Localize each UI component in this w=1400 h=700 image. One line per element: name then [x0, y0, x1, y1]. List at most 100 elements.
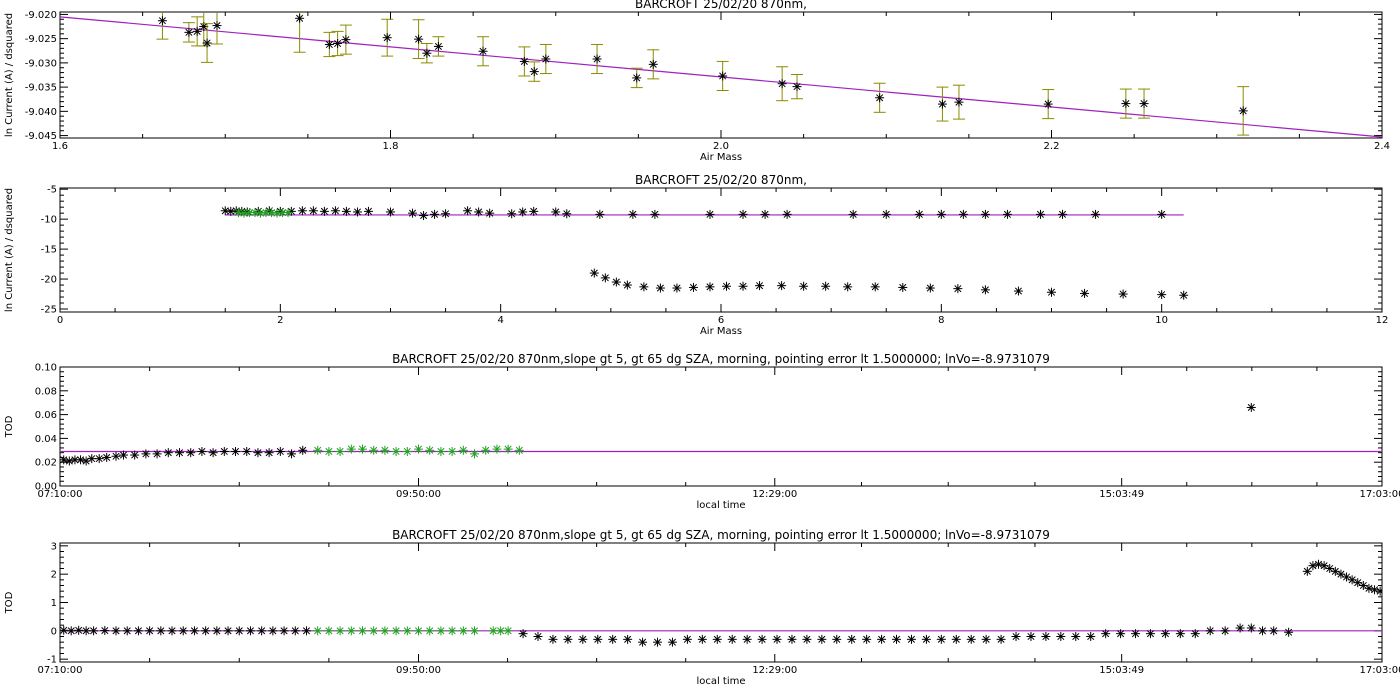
data-point [782, 209, 792, 219]
data-point [518, 629, 528, 639]
data-point [474, 207, 484, 217]
x-tick-label: 2 [277, 315, 283, 326]
data-point [419, 211, 429, 221]
x-tick-label: 15:03:49 [1099, 665, 1144, 676]
x-tick-label: 10 [1155, 315, 1168, 326]
data-point [152, 449, 162, 459]
data-point [655, 283, 665, 293]
data-point [966, 634, 976, 644]
data-point [1342, 572, 1352, 582]
data-point [937, 99, 947, 109]
plot-panel-airmass-full: BARCROFT 25/02/20 870nm, 0 2 4 6 8 10 12 -25 -20 -… [4, 173, 1388, 337]
data-point [877, 634, 887, 644]
y-tick-label: -9.040 [25, 107, 57, 118]
data-point [264, 448, 274, 458]
selected-data-point [458, 445, 468, 455]
data-point [298, 445, 308, 455]
data-point [441, 209, 451, 219]
selected-data-point [436, 626, 446, 636]
data-point [60, 625, 69, 635]
data-point [578, 634, 588, 644]
data-point [308, 206, 318, 216]
data-point [178, 626, 188, 636]
y-axis-label: TOD [4, 591, 15, 614]
data-point [870, 282, 880, 292]
data-point [589, 268, 599, 278]
y-tick-label: -5 [47, 185, 57, 196]
x-tick-label: 4 [497, 315, 503, 326]
data-point [1314, 559, 1324, 569]
data-point [1080, 288, 1090, 298]
data-point [1101, 629, 1111, 639]
data-point [202, 38, 212, 48]
data-point [463, 206, 473, 216]
data-point [705, 282, 715, 292]
selected-data-point [414, 626, 424, 636]
x-axis-label: local time [696, 500, 745, 511]
data-point [333, 39, 343, 48]
data-point [738, 209, 748, 219]
data-point [245, 626, 255, 636]
data-point [363, 206, 373, 216]
data-point [1257, 626, 1267, 636]
data-point [156, 626, 166, 636]
selected-data-point [425, 626, 435, 636]
data-point [1157, 209, 1167, 219]
x-tick-label: 6 [718, 315, 724, 326]
data-point [981, 634, 991, 644]
selected-data-point [503, 444, 513, 454]
data-point [189, 626, 199, 636]
data-point [330, 206, 340, 216]
selected-data-point [402, 446, 412, 456]
data-point [847, 634, 857, 644]
data-point [672, 283, 682, 293]
chart-title: BARCROFT 25/02/20 870nm, [635, 173, 807, 187]
y-axis-label: ln Current (A) / dsquared [4, 13, 15, 137]
data-point [639, 282, 649, 292]
selected-data-point [346, 626, 356, 636]
data-point [653, 637, 663, 647]
data-point [324, 39, 334, 49]
y-tick-label: 3 [51, 541, 57, 552]
data-point [622, 280, 632, 290]
y-tick-label: -1 [47, 655, 57, 666]
data-point [1013, 286, 1023, 296]
data-point [341, 35, 351, 45]
x-axis-label: Air Mass [700, 152, 742, 163]
data-point [485, 208, 495, 218]
data-point [548, 634, 558, 644]
data-point [111, 626, 121, 636]
data-point [1058, 209, 1068, 219]
data-point [533, 632, 543, 641]
data-point [1238, 106, 1248, 116]
data-point [1118, 289, 1128, 299]
y-tick-label: -9.035 [25, 83, 57, 94]
data-point [712, 634, 722, 644]
data-point [951, 634, 961, 644]
data-point [697, 634, 707, 644]
data-point [519, 56, 529, 66]
data-point [632, 73, 642, 83]
selected-data-point [369, 626, 379, 636]
data-point [772, 634, 782, 644]
data-point [1139, 99, 1149, 109]
x-axis-label: local time [696, 676, 745, 687]
chart-title: BARCROFT 25/02/20 870nm, [635, 0, 807, 11]
data-point [996, 634, 1006, 644]
data-point [231, 446, 241, 456]
data-point [682, 634, 692, 644]
data-point [184, 27, 194, 37]
y-tick-label: 0.10 [35, 363, 57, 374]
selected-data-point [391, 446, 401, 456]
selected-data-point [402, 626, 412, 636]
plot-area [60, 402, 1382, 466]
selected-data-point [391, 626, 401, 636]
data-point [638, 637, 648, 647]
data-point [297, 206, 307, 216]
data-point [76, 455, 86, 465]
x-tick-label: 07:10:00 [38, 489, 83, 500]
y-tick-label: -20 [41, 275, 57, 286]
data-point [892, 634, 902, 644]
x-tick-label: 17:03:00 [1360, 489, 1400, 500]
